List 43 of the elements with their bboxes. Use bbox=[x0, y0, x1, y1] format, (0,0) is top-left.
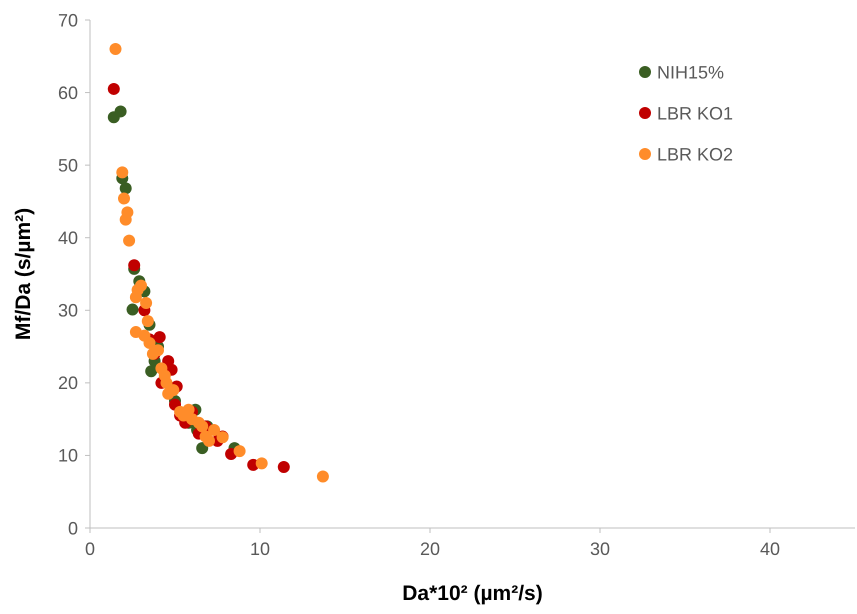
point bbox=[152, 344, 164, 356]
x-tick-label: 20 bbox=[420, 539, 440, 559]
point bbox=[144, 336, 156, 349]
x-tick-label: 30 bbox=[590, 539, 610, 559]
point bbox=[200, 430, 212, 443]
point bbox=[123, 234, 136, 247]
point bbox=[120, 182, 132, 194]
x-tick-label: 40 bbox=[760, 539, 780, 559]
x-tick-label: 10 bbox=[250, 539, 270, 559]
y-tick-label: 20 bbox=[58, 373, 78, 394]
point bbox=[126, 304, 138, 316]
y-tick-label: 70 bbox=[58, 10, 78, 30]
x-axis-title: Da*10² (µm²/s) bbox=[402, 582, 543, 605]
point bbox=[278, 461, 290, 474]
y-axis-title: Mf/Da (s/µm²) bbox=[12, 208, 35, 340]
point bbox=[142, 315, 154, 328]
x-tick-label: 0 bbox=[84, 539, 96, 559]
point bbox=[196, 420, 208, 432]
y-tick-label: 50 bbox=[58, 155, 78, 176]
point bbox=[140, 297, 152, 310]
y-tick-label: 30 bbox=[58, 300, 78, 321]
point bbox=[110, 43, 122, 56]
point bbox=[256, 457, 268, 470]
point bbox=[196, 442, 208, 454]
point bbox=[116, 166, 128, 178]
point bbox=[145, 365, 158, 378]
point bbox=[316, 470, 329, 482]
legend-label: NIH15% bbox=[657, 62, 724, 82]
y-tick-label: 40 bbox=[58, 228, 78, 248]
legend-label: LBR KO1 bbox=[657, 103, 734, 124]
point bbox=[234, 445, 246, 458]
legend-label: LBR KO2 bbox=[657, 144, 734, 164]
point bbox=[114, 105, 127, 118]
y-tick-label: 0 bbox=[68, 518, 78, 538]
y-tick-label: 60 bbox=[58, 82, 78, 103]
point bbox=[154, 331, 166, 344]
point bbox=[208, 424, 220, 436]
point bbox=[121, 206, 134, 218]
point bbox=[108, 82, 120, 95]
point bbox=[128, 259, 140, 272]
y-tick-label: 10 bbox=[58, 446, 78, 466]
point bbox=[135, 280, 147, 292]
point bbox=[118, 192, 130, 205]
